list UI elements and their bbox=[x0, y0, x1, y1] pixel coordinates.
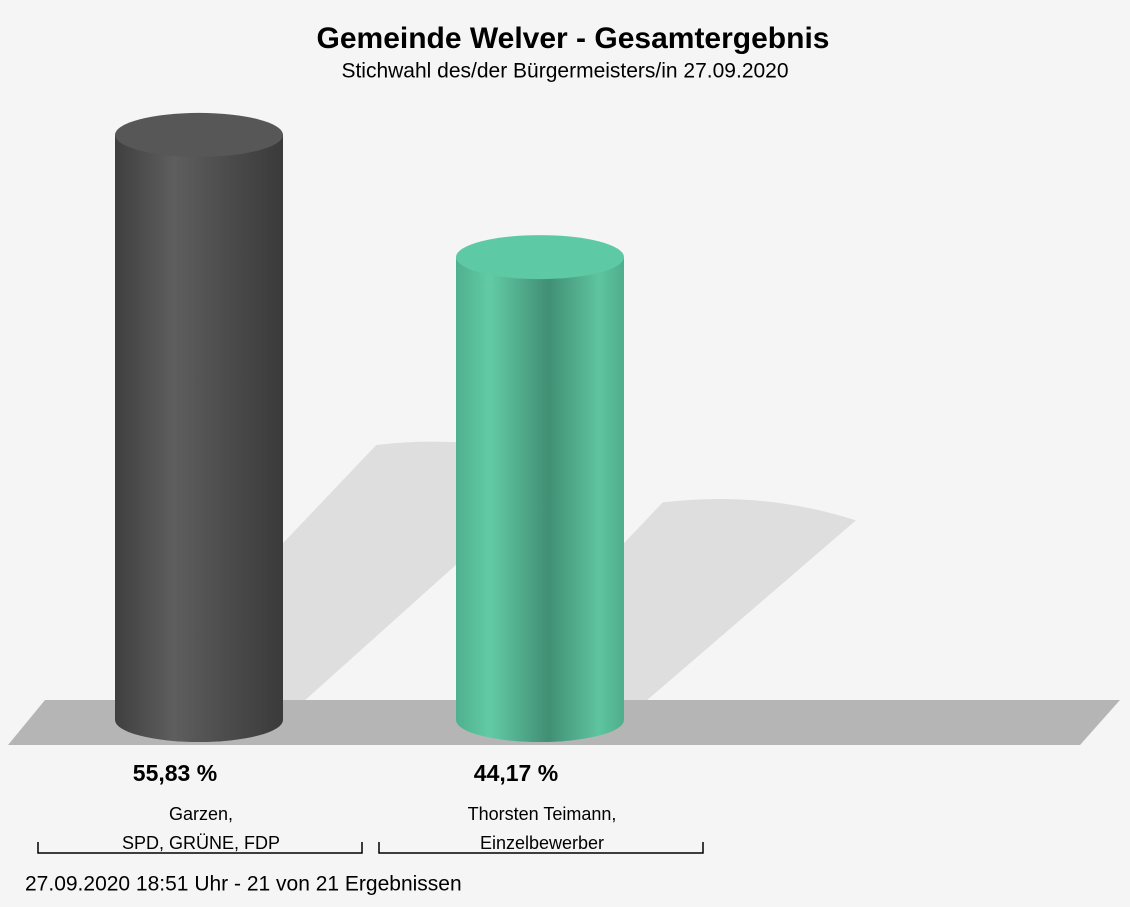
category-bracket bbox=[378, 842, 704, 854]
value-label: 44,17 % bbox=[474, 760, 558, 786]
bar-top bbox=[115, 112, 283, 157]
x-tick-label-line: Garzen, bbox=[169, 804, 233, 824]
bar-top bbox=[456, 235, 624, 280]
x-tick-label-line: Einzelbewerber bbox=[480, 833, 604, 853]
chart-title: Gemeinde Welver - Gesamtergebnis bbox=[317, 22, 830, 55]
value-label: 55,83 % bbox=[133, 760, 217, 786]
x-tick-label: Garzen, SPD, GRÜNE, FDP bbox=[122, 804, 280, 853]
category-bracket bbox=[37, 842, 363, 854]
x-tick-label: Thorsten Teimann, Einzelbewerber bbox=[468, 804, 617, 853]
x-tick-label-line: SPD, GRÜNE, FDP bbox=[122, 833, 280, 853]
bar bbox=[115, 134, 283, 742]
footer: 27.09.2020 18:51 Uhr - 21 von 21 Ergebni… bbox=[25, 873, 462, 896]
bar bbox=[456, 257, 624, 742]
chart-subtitle: Stichwahl des/der Bürgermeisters/in 27.0… bbox=[341, 60, 788, 83]
x-tick-label-line: Thorsten Teimann, bbox=[468, 804, 617, 824]
